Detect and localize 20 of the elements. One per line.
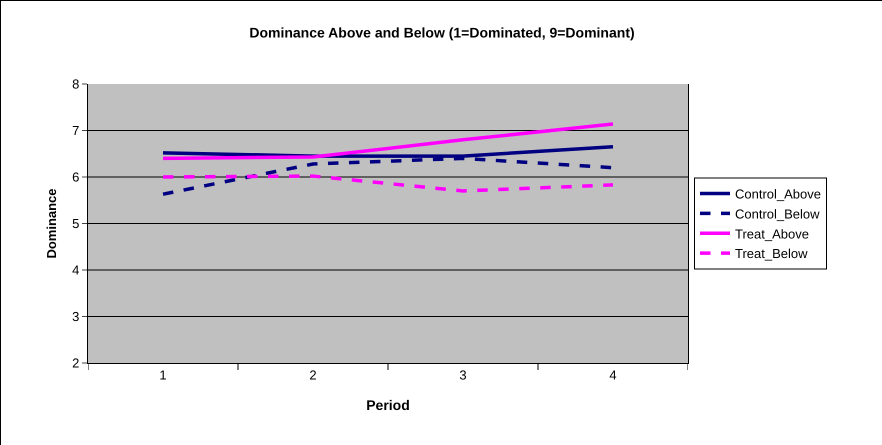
legend-label: Control_Above [735,186,821,202]
y-axis-title: Dominance [44,188,60,259]
x-tick-label: 3 [459,368,467,383]
legend-label: Treat_Below [735,246,808,262]
y-tick-label: 6 [72,170,80,185]
x-tick-label: 2 [309,368,317,383]
legend-label: Treat_Above [735,226,809,242]
y-tick-label: 5 [72,216,80,232]
x-axis-title: Period [366,396,410,413]
line-series [161,174,615,193]
y-tick-label: 8 [72,76,80,92]
legend-label: Control_Below [735,206,820,222]
line-series [161,122,615,160]
y-tick-label: 2 [72,356,80,371]
chart-title: Dominance Above and Below (1=Dominated, 9=Dominant) [249,24,635,40]
x-tick-label: 4 [609,368,617,383]
y-tick-label: 4 [72,262,80,278]
y-tick-label: 3 [72,309,80,324]
x-tick-label: 1 [159,368,167,383]
y-tick-label: 7 [72,123,80,138]
